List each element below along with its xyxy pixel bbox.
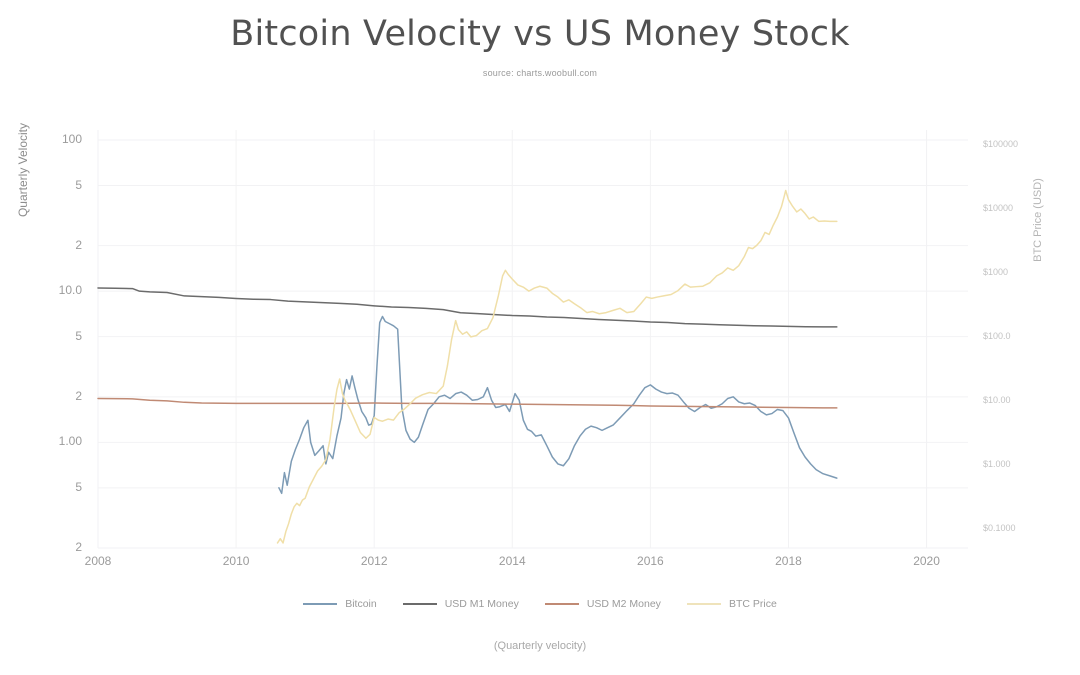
left-tick-label: 5 (75, 479, 82, 494)
left-tick-label: 5 (75, 328, 82, 343)
legend-item-btc-price[interactable]: BTC Price (686, 598, 777, 610)
legend-label: BTC Price (728, 598, 777, 610)
left-axis-ticks: 100 5 2 10.0 5 2 1.00 5 2 (0, 0, 92, 675)
legend-label: Bitcoin (345, 598, 377, 610)
left-tick-label: 5 (75, 177, 82, 192)
right-axis-ticks: $100000 $10000 $1000 $100.0 $10.00 $1.000 $0.1… (980, 0, 1080, 675)
legend-item-usd-m1-money[interactable]: USD M1 Money (402, 598, 519, 610)
chart-legend: Bitcoin USD M1 Money USD M2 Money BTC Price (0, 598, 1080, 610)
left-tick-label: 2 (75, 237, 82, 252)
x-tick-label: 2016 (637, 554, 664, 568)
left-tick-label: 2 (75, 388, 82, 403)
legend-swatch-icon (402, 603, 437, 605)
right-tick-label: $1.000 (983, 458, 1011, 469)
series-line-usd-m2-money (97, 397, 838, 409)
legend-swatch-icon (303, 603, 338, 605)
x-axis-caption: (Quarterly velocity) (493, 640, 587, 652)
x-tick-label: 2014 (498, 554, 526, 568)
x-tick-label: 2010 (222, 554, 250, 568)
x-tick-label: 2020 (913, 554, 940, 568)
right-tick-label: $0.1000 (983, 522, 1016, 533)
series-line-usd-m1-money (97, 287, 838, 328)
legend-swatch-icon (686, 603, 721, 605)
x-tick-label: 2018 (775, 554, 802, 568)
right-tick-label: $1000 (983, 266, 1009, 277)
right-tick-label: $10.00 (983, 394, 1011, 405)
right-tick-label: $100.0 (983, 330, 1011, 341)
legend-swatch-icon (544, 603, 579, 605)
right-axis-title: BTC Price (USD) (1032, 178, 1044, 262)
legend-label: USD M1 Money (444, 598, 519, 610)
page-title: Bitcoin Velocity vs US Money Stock (230, 14, 850, 54)
left-tick-label: 1.00 (58, 434, 82, 449)
right-tick-label: $10000 (983, 203, 1014, 213)
left-tick-label: 100 (61, 132, 82, 146)
right-tick-label: $100000 (983, 139, 1019, 150)
chart-source-caption: source: charts.woobull.com (482, 68, 598, 78)
left-axis-title: Quarterly Velocity (16, 122, 30, 218)
left-tick-label: 10.0 (58, 283, 82, 298)
x-tick-label: 2012 (360, 554, 388, 568)
legend-item-bitcoin[interactable]: Bitcoin (303, 598, 377, 610)
x-tick-label: 2008 (84, 554, 112, 568)
series-line-bitcoin (278, 315, 838, 495)
legend-label: USD M2 Money (586, 598, 661, 610)
legend-item-usd-m2-money[interactable]: USD M2 Money (544, 598, 661, 610)
series-line-btc-price (276, 189, 838, 544)
left-tick-label: 2 (75, 540, 82, 554)
